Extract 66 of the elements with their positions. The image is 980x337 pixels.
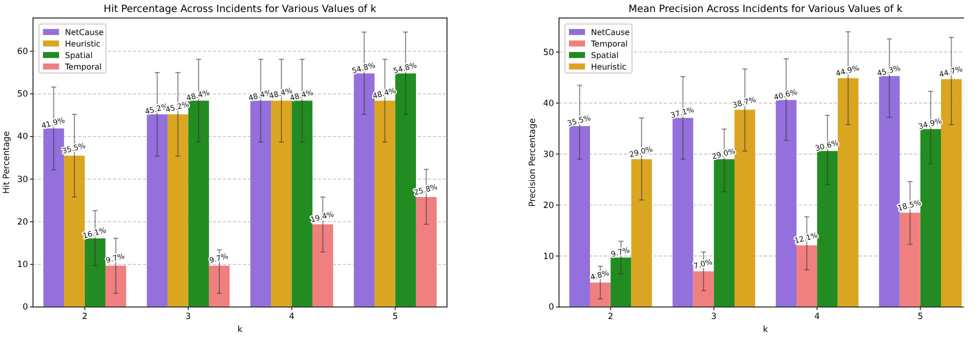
bar (374, 100, 396, 307)
y-tick-label: 10 (543, 252, 554, 262)
bar (796, 245, 818, 307)
y-axis-title: Precision Percentage (528, 118, 538, 207)
bar (271, 100, 292, 307)
x-tick-label: 2 (82, 312, 88, 322)
bar (146, 114, 168, 307)
y-tick-label: 20 (17, 217, 28, 228)
bar (672, 118, 694, 307)
legend-label: Heuristic (591, 62, 626, 72)
legend-label: Heuristic (65, 40, 100, 48)
bar (208, 266, 230, 307)
x-tick-label: 4 (289, 312, 294, 322)
y-tick-label: 30 (543, 150, 554, 160)
bar (879, 76, 900, 307)
x-tick-label: 5 (918, 312, 924, 322)
legend-label: Spatial (591, 51, 619, 60)
bar (250, 100, 272, 307)
bar (312, 224, 334, 307)
y-tick-label: 50 (17, 90, 28, 100)
chart-title: Hit Percentage Across Incidents for Various Values of k (104, 4, 377, 15)
bar (610, 258, 632, 307)
y-tick-label: 10 (17, 260, 28, 270)
y-tick-label: 30 (17, 174, 28, 185)
bar (776, 100, 796, 307)
bar (168, 114, 188, 307)
bar (292, 100, 312, 307)
bar (920, 129, 942, 307)
y-axis-title: Hit Percentage (2, 131, 12, 194)
legend-label: Spatial (65, 51, 93, 60)
bar (838, 78, 858, 307)
bar (569, 126, 590, 307)
bar (900, 212, 920, 307)
bar (64, 156, 85, 307)
bar (693, 271, 714, 307)
y-tick-label: 40 (17, 132, 28, 142)
y-tick-label: 50 (543, 48, 554, 58)
bar (817, 151, 838, 307)
bar (416, 197, 437, 307)
x-tick-label: 4 (814, 312, 820, 322)
y-tick-label: 0 (548, 302, 554, 313)
legend-label: Temporal (590, 40, 628, 48)
bar (941, 79, 962, 307)
bar (354, 73, 375, 307)
bar (188, 100, 209, 307)
y-tick-label: 0 (22, 302, 28, 313)
y-tick-label: 60 (17, 46, 28, 57)
x-tick-label: 3 (186, 312, 191, 322)
bar (734, 110, 756, 307)
legend-label: NetCause (591, 28, 630, 37)
x-tick-label: 3 (711, 312, 717, 322)
bar (84, 238, 106, 307)
bar (631, 159, 652, 307)
legend-label: NetCause (65, 28, 104, 37)
y-tick-label: 40 (543, 98, 554, 109)
bar (105, 266, 126, 307)
x-tick-label: 2 (608, 312, 614, 322)
y-tick-label: 20 (543, 200, 554, 211)
bar (714, 159, 735, 307)
bar (395, 73, 416, 307)
legend-label: Temporal (64, 62, 102, 72)
chart-title: Mean Precision Across Incidents for Various Values of k (628, 4, 903, 15)
x-tick-label: 5 (392, 312, 398, 322)
bar (590, 282, 611, 307)
x-axis-title: k (763, 325, 768, 335)
x-axis-title: k (238, 325, 243, 335)
